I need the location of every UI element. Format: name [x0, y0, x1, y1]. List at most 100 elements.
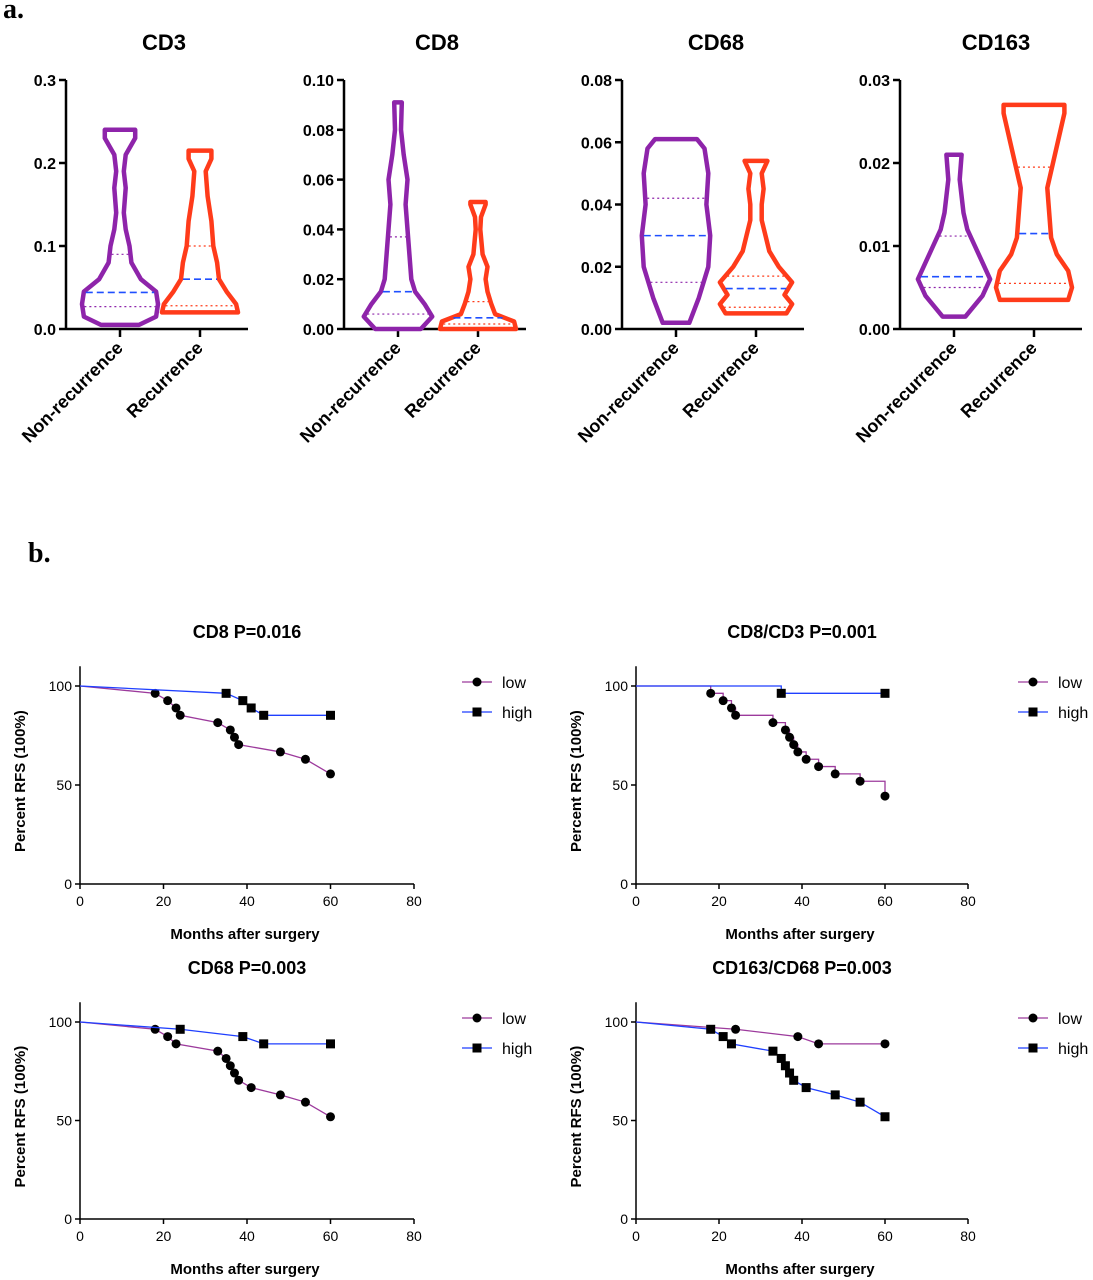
x-tick-label: 80 [406, 893, 422, 909]
violin-chart-2: CD68 0.00 0.02 0.04 0.06 0.08 Non-recurrenceRe… [574, 30, 804, 447]
data-point-low [785, 732, 795, 742]
series-line-high [636, 685, 885, 694]
km-chart-1: CD8/CD3 P=0.001 0 50 100 0 20 40 60 80 Months aft… [568, 622, 1088, 943]
data-point-high [830, 1090, 840, 1100]
legend-marker-low [472, 1013, 482, 1023]
legend-label-low: low [502, 675, 526, 692]
legend-marker-low [1028, 677, 1038, 687]
km-chart-0: CD8 P=0.016 0 50 100 0 20 40 60 80 Months after s… [12, 622, 532, 943]
y-tick-label: 0.08 [303, 123, 334, 140]
data-point-low [793, 1032, 803, 1042]
category-label: Recurrence [679, 338, 763, 422]
y-tick-label: 100 [49, 678, 73, 694]
data-point-low [221, 1053, 231, 1063]
data-point-low [275, 747, 285, 757]
data-point-low [275, 1090, 285, 1100]
x-tick-label: 20 [156, 893, 172, 909]
violin-recurrence [717, 158, 795, 316]
data-point-high [175, 1024, 185, 1034]
data-point-low [768, 718, 778, 728]
y-tick-label: 0.06 [303, 173, 334, 190]
y-tick-label: 50 [56, 777, 72, 793]
y-tick-label: 0.0 [34, 322, 56, 339]
series-line-high [79, 685, 331, 716]
data-point-high [259, 710, 269, 720]
violin-recurrence [437, 199, 519, 332]
x-tick-label: 80 [960, 1228, 976, 1244]
x-tick-label: 0 [76, 893, 84, 909]
violin-non-recurrence [361, 100, 435, 332]
data-point-high [880, 688, 890, 698]
y-tick-label: 0.04 [581, 198, 612, 215]
legend-label-high: high [502, 705, 532, 722]
x-tick-label: 40 [239, 1228, 255, 1244]
data-point-low [793, 747, 803, 757]
km-chart-2: CD68 P=0.003 0 50 100 0 20 40 60 80 Months after … [12, 958, 532, 1278]
data-point-low [855, 776, 865, 786]
data-point-high [776, 1053, 786, 1063]
legend-label-high: high [502, 1041, 532, 1058]
data-point-low [234, 1075, 244, 1085]
x-tick-label: 60 [323, 1228, 339, 1244]
y-tick-label: 0.3 [34, 73, 56, 90]
data-point-high [246, 703, 256, 713]
data-point-high [706, 1024, 716, 1034]
data-point-high [718, 1032, 728, 1042]
x-axis-label: Months after surgery [725, 1261, 875, 1278]
legend-label-high: high [1058, 705, 1088, 722]
data-point-low [814, 762, 824, 772]
data-point-high [776, 688, 786, 698]
chart-title: CD163 [962, 30, 1030, 55]
x-tick-label: 0 [632, 893, 640, 909]
data-point-low [880, 791, 890, 801]
chart-title: CD8 [415, 30, 459, 55]
y-tick-label: 0.1 [34, 239, 56, 256]
km-chart-3: CD163/CD68 P=0.003 0 50 100 0 20 40 60 80 Months … [568, 958, 1088, 1278]
legend-label-low: low [1058, 675, 1082, 692]
data-point-high [221, 688, 231, 698]
data-point-high [789, 1075, 799, 1085]
data-point-low [880, 1039, 890, 1049]
y-tick-label: 0.00 [581, 322, 612, 339]
chart-title: CD163/CD68 P=0.003 [712, 958, 892, 978]
data-point-high [785, 1068, 795, 1078]
data-point-low [150, 688, 160, 698]
data-point-low [213, 718, 223, 728]
data-point-low [225, 1061, 235, 1071]
x-tick-label: 60 [877, 893, 893, 909]
y-tick-label: 0.10 [303, 73, 334, 90]
violin-non-recurrence [79, 127, 161, 328]
legend-marker-low [1028, 1013, 1038, 1023]
chart-title: CD8 P=0.016 [193, 622, 302, 642]
data-point-high [801, 1083, 811, 1093]
y-tick-label: 0.01 [859, 239, 890, 256]
legend-label-high: high [1058, 1041, 1088, 1058]
violin-chart-1: CD8 0.00 0.02 0.04 0.06 0.08 0.10 Non-recurrenc… [296, 30, 526, 447]
data-point-low [326, 1112, 335, 1122]
chart-title: CD68 [688, 30, 744, 55]
category-label: Non-recurrence [296, 338, 405, 447]
x-tick-label: 80 [960, 893, 976, 909]
legend-marker-high [1028, 707, 1038, 717]
data-point-low [229, 1068, 239, 1078]
y-axis-label: Percent RFS (100%) [12, 710, 29, 852]
legend-label-low: low [1058, 1011, 1082, 1028]
data-point-low [300, 1097, 310, 1107]
charts-layer: CD30.00.10.20.3Non-recurrenceRecurrenceC… [12, 30, 1088, 1278]
data-point-low [300, 754, 310, 764]
y-tick-label: 100 [49, 1014, 73, 1030]
x-tick-label: 0 [76, 1228, 84, 1244]
legend-marker-high [472, 1043, 482, 1053]
data-point-low [171, 1039, 181, 1049]
data-point-low [731, 1024, 741, 1034]
data-point-low [830, 769, 840, 779]
series-line-high [635, 1021, 886, 1118]
data-point-low [175, 710, 185, 720]
violin-recurrence [159, 148, 241, 315]
y-tick-label: 0.02 [859, 156, 890, 173]
y-tick-label: 0.2 [34, 156, 56, 173]
x-tick-label: 60 [877, 1228, 893, 1244]
data-point-low [163, 696, 173, 706]
